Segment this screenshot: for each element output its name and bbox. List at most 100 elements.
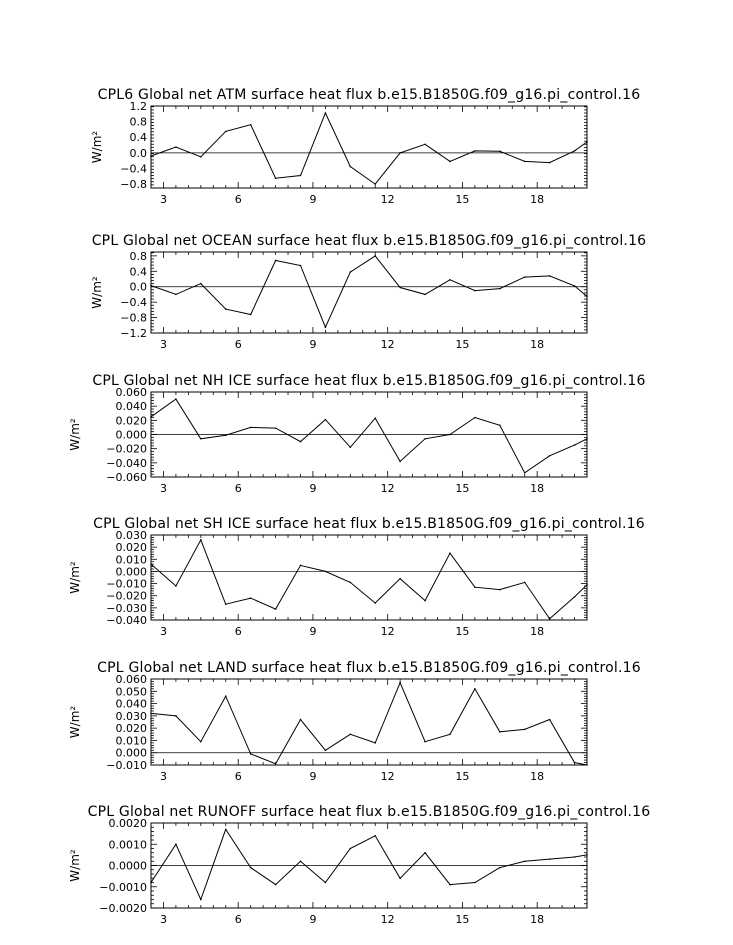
x-tick-label: 12 [381, 338, 395, 351]
data-point [474, 416, 476, 419]
y-tick-label: −0.4 [120, 296, 147, 309]
data-point [349, 271, 352, 273]
data-point [499, 287, 501, 290]
plot-frame [150, 678, 588, 766]
chart-panel-2: CPL Global net OCEAN surface heat flux b… [90, 233, 646, 351]
data-point [150, 712, 152, 715]
data-point [249, 426, 252, 429]
y-tick-label: −0.8 [120, 312, 147, 325]
data-point [299, 564, 302, 567]
x-tick-label: 18 [530, 482, 544, 495]
x-tick-label: 18 [530, 625, 544, 638]
data-point [573, 761, 576, 764]
chart-panel-4: CPL Global net SH ICE surface heat flux … [68, 516, 645, 638]
data-point [274, 608, 277, 610]
chart-title: CPL Global net OCEAN surface heat flux b… [92, 233, 647, 249]
chart-title: CPL Global net RUNOFF surface heat flux … [88, 804, 651, 820]
y-tick-label: 0.0 [130, 147, 148, 160]
y-tick-label: 1.2 [130, 100, 148, 113]
data-point [449, 433, 451, 436]
y-tick-label: −0.0010 [99, 881, 147, 894]
data-point [349, 165, 352, 168]
y-tick-label: 0.8 [130, 116, 148, 129]
data-point [586, 437, 588, 440]
x-tick-label: 9 [309, 625, 316, 638]
data-point [224, 308, 227, 310]
y-tick-label: 0.030 [116, 710, 148, 723]
x-tick-label: 12 [381, 482, 395, 495]
series-line [150, 398, 588, 474]
series-line [150, 828, 588, 901]
data-point [324, 881, 327, 884]
data-point [274, 177, 277, 180]
y-tick-label: 0.030 [116, 529, 148, 542]
data-point [399, 681, 401, 684]
data-point [299, 860, 302, 863]
y-axis-label: W/m² [68, 706, 82, 739]
chart-panel-5: CPL Global net LAND surface heat flux b.… [68, 660, 641, 783]
y-tick-label: 0.4 [130, 131, 148, 144]
x-tick-label: 15 [455, 770, 469, 783]
y-tick-label: 0.060 [116, 673, 148, 686]
data-point [449, 733, 451, 736]
chart-panel-1: CPL6 Global net ATM surface heat flux b.… [90, 87, 640, 206]
data-point [449, 278, 451, 281]
data-point [548, 718, 551, 721]
x-tick-label: 18 [530, 338, 544, 351]
x-tick-label: 6 [235, 482, 242, 495]
data-point [424, 599, 426, 602]
data-point [150, 155, 152, 157]
data-point [324, 749, 327, 752]
x-tick-label: 18 [530, 193, 544, 206]
data-point [324, 112, 327, 114]
x-tick-label: 15 [455, 193, 469, 206]
y-tick-label: 0.040 [116, 400, 148, 413]
chart-panel-6: CPL Global net RUNOFF surface heat flux … [68, 804, 650, 926]
data-point [374, 602, 377, 604]
data-point [200, 539, 202, 541]
data-point [573, 856, 576, 858]
data-point [399, 286, 401, 289]
x-tick-label: 12 [381, 913, 395, 926]
chart-title: CPL Global net NH ICE surface heat flux … [92, 373, 645, 389]
y-tick-label: 0.8 [130, 250, 148, 263]
x-tick-label: 12 [381, 193, 395, 206]
y-tick-label: −0.040 [106, 614, 147, 627]
x-tick-label: 18 [530, 913, 544, 926]
data-point [349, 733, 352, 736]
x-tick-label: 12 [381, 625, 395, 638]
series-line [150, 538, 588, 620]
data-point [224, 434, 227, 437]
y-tick-label: −0.0020 [99, 902, 147, 915]
data-point [474, 150, 476, 152]
data-point [349, 847, 352, 850]
x-tick-label: 15 [455, 625, 469, 638]
plot-frame [150, 251, 588, 334]
data-point [586, 854, 588, 856]
x-tick-label: 12 [381, 770, 395, 783]
plot-frame [150, 105, 588, 189]
y-tick-label: −1.2 [120, 327, 147, 340]
data-point [224, 695, 227, 697]
data-point [274, 762, 277, 765]
x-tick-label: 9 [309, 770, 316, 783]
y-tick-label: −0.4 [120, 162, 147, 175]
y-axis-label: W/m² [90, 131, 104, 164]
x-tick-label: 9 [309, 193, 316, 206]
data-point [499, 588, 501, 591]
x-tick-label: 6 [235, 193, 242, 206]
x-tick-label: 3 [160, 913, 167, 926]
x-tick-label: 3 [160, 482, 167, 495]
data-point [249, 313, 252, 316]
data-point [474, 688, 476, 690]
x-tick-label: 3 [160, 770, 167, 783]
data-point [224, 828, 227, 831]
y-tick-label: 0.000 [116, 747, 148, 760]
y-tick-label: −0.020 [106, 443, 147, 456]
y-tick-label: 0.0 [130, 281, 148, 294]
data-point [175, 293, 177, 296]
y-axis-label: W/m² [90, 276, 104, 309]
data-point [523, 728, 526, 731]
x-tick-label: 3 [160, 338, 167, 351]
